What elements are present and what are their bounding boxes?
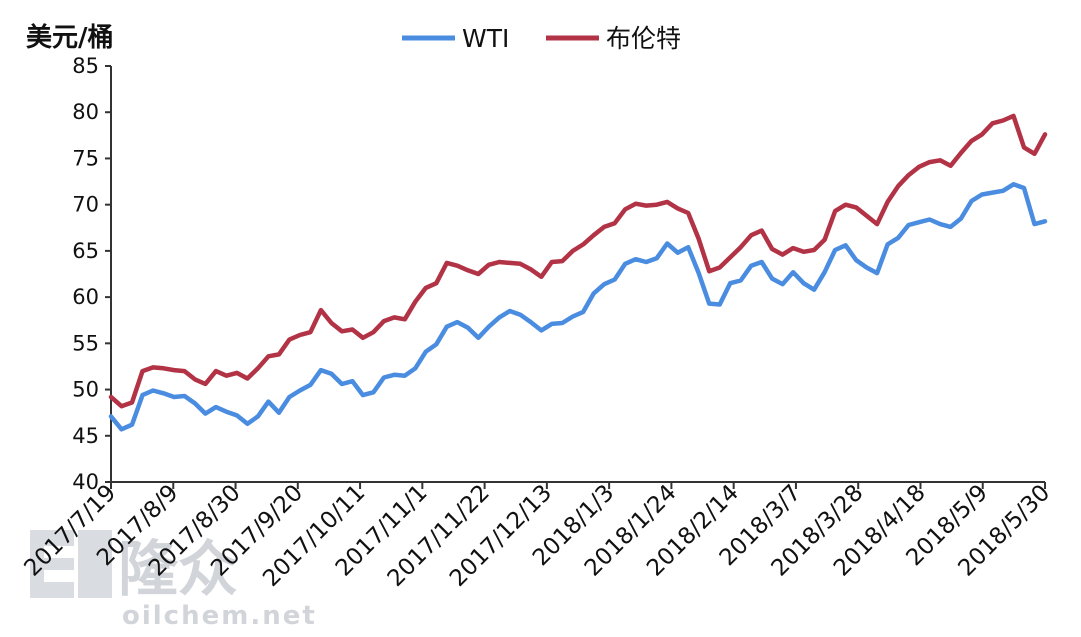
- oilchem-watermark: 隆众 oilchem.net: [30, 530, 317, 631]
- y-tick-label: 85: [72, 54, 99, 78]
- y-tick-label: 75: [72, 146, 99, 170]
- series-layer: [108, 113, 1048, 432]
- series-line-wti: [108, 182, 1048, 432]
- y-tick-label: 80: [72, 100, 99, 124]
- watermark-site-text: oilchem.net: [122, 601, 317, 631]
- legend-label-wti: WTI: [462, 24, 509, 53]
- y-tick-label: 65: [72, 239, 99, 263]
- legend-label-brent: 布伦特: [606, 24, 681, 53]
- legend: WTI 布伦特: [402, 24, 681, 53]
- y-axis: 40 45 50 55 60 65 70 75 80 85: [72, 54, 112, 494]
- y-tick-label: 55: [72, 331, 99, 355]
- y-tick-label: 40: [72, 470, 99, 494]
- watermark-logo-text: 隆众: [118, 535, 238, 605]
- y-tick-label: 50: [72, 378, 99, 402]
- y-tick-label: 45: [72, 424, 99, 448]
- y-axis-label: 美元/桶: [26, 22, 114, 53]
- y-tick-label: 60: [72, 285, 99, 309]
- y-tick-label: 70: [72, 193, 99, 217]
- watermark-logo-mark: [30, 530, 112, 598]
- series-line-brent: [108, 113, 1048, 409]
- x-axis: 2017/7/192017/8/92017/8/302017/9/202017/…: [19, 480, 1055, 592]
